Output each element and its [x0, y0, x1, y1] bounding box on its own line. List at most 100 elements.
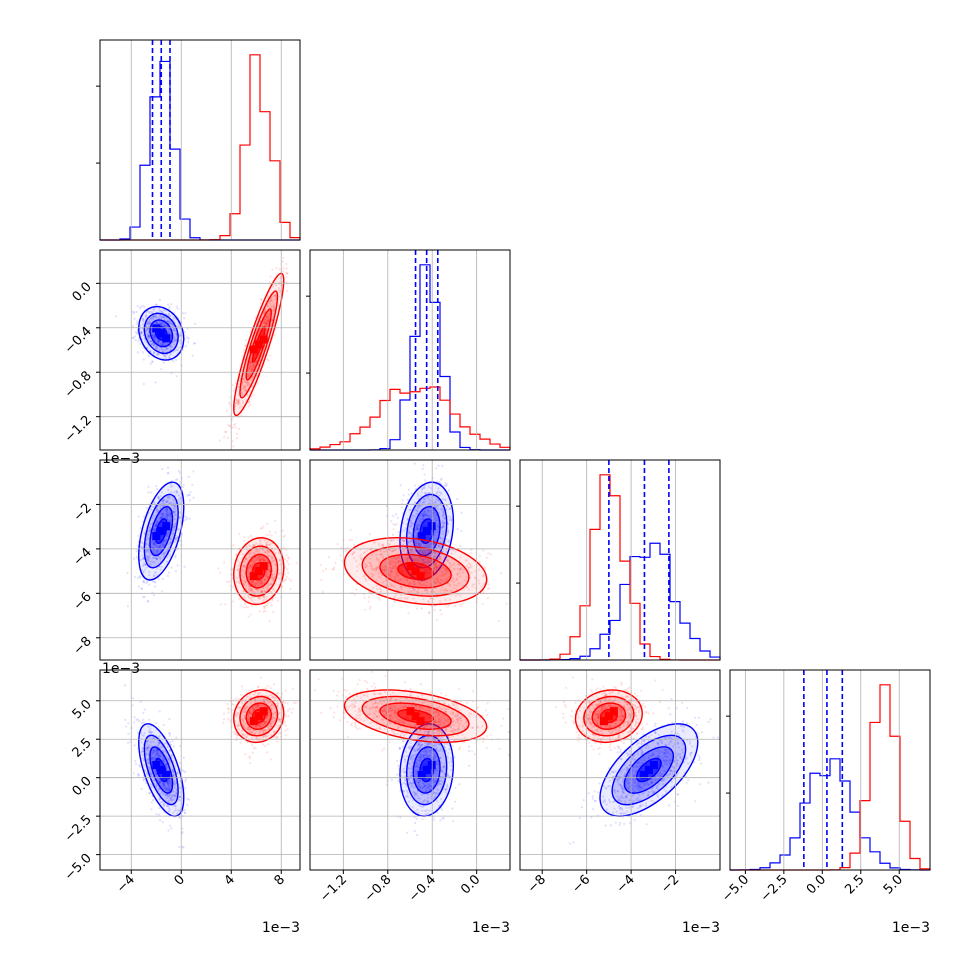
sample-point: [259, 582, 262, 585]
sample-point: [254, 582, 258, 585]
sample-point: [256, 549, 259, 552]
sample-point: [483, 582, 486, 585]
sample-point: [393, 523, 397, 527]
sample-point: [416, 526, 419, 529]
sample-point: [260, 543, 264, 546]
sample-point: [428, 555, 431, 558]
sample-point: [141, 554, 144, 557]
sample-point: [371, 575, 374, 578]
sample-point: [460, 604, 463, 608]
sample-point: [242, 387, 245, 390]
sample-point: [421, 558, 424, 561]
sample-point: [266, 304, 269, 308]
sample-point: [260, 578, 264, 581]
sample-point: [184, 778, 188, 781]
sample-point: [181, 831, 184, 834]
sample-point: [144, 563, 147, 566]
sample-point: [155, 510, 158, 513]
sample-point: [258, 543, 261, 546]
sample-point: [166, 758, 170, 761]
sample-point: [154, 524, 158, 527]
sample-point: [149, 731, 152, 734]
sample-point: [437, 481, 441, 484]
sample-point: [150, 774, 153, 778]
sample-point: [133, 335, 137, 338]
sample-point: [414, 540, 417, 543]
sample-point: [434, 543, 437, 546]
sample-point: [139, 576, 142, 579]
sample-point: [155, 485, 158, 488]
sample-point: [164, 793, 168, 797]
sample-point: [193, 342, 197, 345]
sample-point: [175, 491, 178, 495]
sample-point: [167, 759, 170, 762]
sample-point: [167, 786, 170, 789]
sample-point: [161, 315, 164, 318]
density-peak: [411, 567, 420, 576]
sample-point: [391, 533, 395, 536]
sample-point: [430, 582, 433, 585]
contour-line: [361, 545, 470, 597]
sample-point: [166, 781, 169, 784]
sample-point: [165, 787, 168, 790]
sample-point: [162, 724, 165, 727]
sample-point: [436, 524, 439, 527]
sample-point: [417, 581, 421, 584]
sample-point: [140, 546, 143, 549]
sample-point: [159, 516, 162, 519]
sample-point: [236, 559, 239, 562]
sample-point: [395, 557, 398, 561]
sample-point: [421, 518, 424, 521]
sample-point: [254, 550, 257, 553]
sample-point: [165, 538, 168, 541]
sample-point: [419, 517, 422, 520]
sample-point: [168, 356, 171, 360]
sample-point: [242, 565, 245, 568]
sample-point: [156, 755, 160, 758]
sample-point: [142, 561, 146, 564]
sample-point: [155, 550, 158, 554]
sample-point: [426, 561, 430, 564]
sample-point: [409, 539, 412, 542]
sample-point: [432, 567, 436, 571]
sample-point: [151, 546, 154, 549]
sample-point: [413, 558, 417, 562]
sample-point: [433, 561, 436, 564]
sample-point: [441, 566, 445, 569]
sample-point: [421, 551, 425, 554]
sample-point: [459, 594, 462, 597]
sample-point: [184, 312, 187, 315]
sample-point: [250, 579, 253, 582]
sample-point: [147, 335, 150, 338]
sample-point: [160, 491, 164, 494]
sample-point: [136, 340, 140, 343]
sample-point: [523, 577, 525, 579]
sample-point: [241, 400, 245, 403]
sample-point: [266, 316, 270, 319]
sample-point: [169, 344, 172, 347]
sample-point: [395, 513, 398, 516]
sample-point: [262, 558, 265, 561]
sample-point: [143, 532, 146, 535]
sample-point: [441, 539, 445, 542]
sample-point: [224, 430, 227, 434]
sample-point: [412, 558, 415, 561]
sample-point: [426, 585, 429, 588]
sample-point: [141, 747, 144, 750]
sample-point: [432, 567, 436, 570]
sample-point: [262, 321, 266, 324]
sample-point: [167, 732, 171, 735]
sample-point: [244, 388, 247, 391]
sample-point: [429, 585, 432, 588]
sample-point: [439, 588, 443, 592]
sample-point: [153, 543, 156, 546]
sample-point: [448, 507, 451, 510]
sample-point: [162, 513, 165, 517]
sample-point: [403, 558, 406, 561]
sample-point: [277, 572, 280, 575]
sample-point: [184, 811, 187, 814]
sample-point: [281, 260, 285, 263]
sample-point: [264, 300, 267, 303]
sample-point: [478, 582, 481, 585]
density-peak: [162, 522, 171, 531]
